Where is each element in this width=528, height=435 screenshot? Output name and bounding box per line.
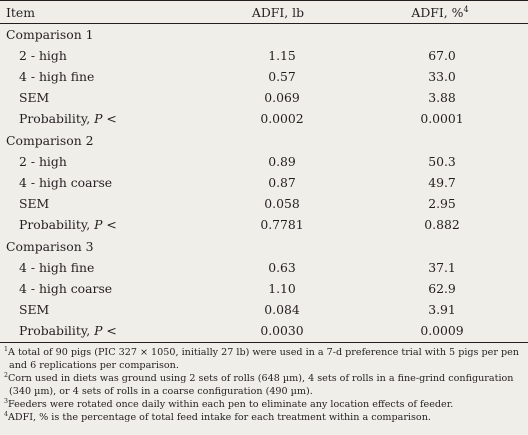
table-row: 2 - high 0.89 50.3 [0, 151, 528, 172]
adfi-pct-value: 50.3 [428, 154, 456, 169]
table-row: 4 - high fine 0.63 37.1 [0, 257, 528, 278]
row-label: SEM [19, 302, 50, 317]
group-title-row: Comparison 3 [0, 236, 528, 257]
table-row: 4 - high coarse 1.10 62.9 [0, 278, 528, 299]
table-header-row: Item ADFI, lb ADFI, %4 [0, 2, 528, 23]
header-adfi-pct: ADFI, %4 [411, 4, 469, 20]
top-rule [0, 0, 528, 2]
table-row: 4 - high fine 0.57 33.0 [0, 66, 528, 87]
group-title: Comparison 2 [6, 133, 94, 148]
adfi-lb-value: 0.058 [264, 196, 300, 211]
row-label: 4 - high fine [19, 260, 95, 275]
adfi-lb-value: 0.7781 [260, 217, 304, 232]
header-rule [0, 23, 528, 24]
table-row: 2 - high 1.15 67.0 [0, 45, 528, 66]
table-row: Probability, P < 0.7781 0.882 [0, 214, 528, 235]
group-title: Comparison 1 [6, 27, 94, 42]
adfi-lb-value: 0.63 [268, 260, 296, 275]
row-label: 4 - high coarse [19, 281, 113, 296]
adfi-lb-value: 0.084 [264, 302, 300, 317]
adfi-lb-value: 0.57 [268, 69, 296, 84]
group-title: Comparison 3 [6, 239, 94, 254]
row-label: SEM [19, 196, 50, 211]
row-label: Probability, P < [19, 323, 117, 338]
table-row: SEM 0.069 3.88 [0, 87, 528, 108]
adfi-pct-value: 3.91 [428, 302, 456, 317]
adfi-lb-value: 0.87 [268, 175, 296, 190]
adfi-pct-value: 62.9 [428, 281, 456, 296]
footnote: 2Corn used in diets was ground using 2 s… [4, 372, 514, 398]
table-row: 4 - high coarse 0.87 49.7 [0, 172, 528, 193]
bottom-rule [0, 342, 528, 344]
footnotes: 1A total of 90 pigs (PIC 327 × 1050, ini… [4, 346, 524, 425]
adfi-lb-value: 0.0002 [260, 111, 304, 126]
row-label: 2 - high [19, 48, 67, 63]
adfi-pct-value: 67.0 [428, 48, 456, 63]
table-row: Probability, P < 0.0030 0.0009 [0, 320, 528, 341]
adfi-pct-value: 49.7 [428, 175, 456, 190]
adfi-pct-value: 2.95 [428, 196, 456, 211]
adfi-pct-value: 37.1 [428, 260, 456, 275]
header-item: Item [6, 5, 35, 20]
row-label: 4 - high fine [19, 69, 95, 84]
adfi-pct-value: 33.0 [428, 69, 456, 84]
table-row: SEM 0.058 2.95 [0, 193, 528, 214]
header-adfi-lb: ADFI, lb [251, 5, 305, 20]
adfi-lb-value: 0.0030 [260, 323, 304, 338]
row-label: SEM [19, 90, 50, 105]
adfi-lb-value: 1.15 [268, 48, 296, 63]
adfi-pct-value: 0.0009 [420, 323, 464, 338]
adfi-pct-value: 3.88 [428, 90, 456, 105]
adfi-pct-value: 0.882 [424, 217, 460, 232]
table-row: SEM 0.084 3.91 [0, 299, 528, 320]
footnote: 3Feeders were rotated once daily within … [4, 398, 454, 411]
footnote: 4ADFI, % is the percentage of total feed… [4, 411, 431, 424]
row-label: Probability, P < [19, 111, 117, 126]
footnote: 1A total of 90 pigs (PIC 327 × 1050, ini… [4, 345, 519, 372]
adfi-lb-value: 1.10 [268, 281, 296, 296]
adfi-lb-value: 0.89 [268, 154, 296, 169]
group-title-row: Comparison 2 [0, 130, 528, 151]
table-row: Probability, P < 0.0002 0.0001 [0, 108, 528, 129]
group-title-row: Comparison 1 [0, 24, 528, 45]
adfi-lb-value: 0.069 [264, 90, 300, 105]
adfi-pct-value: 0.0001 [420, 111, 464, 126]
row-label: Probability, P < [19, 217, 117, 232]
row-label: 4 - high coarse [19, 175, 113, 190]
row-label: 2 - high [19, 154, 67, 169]
